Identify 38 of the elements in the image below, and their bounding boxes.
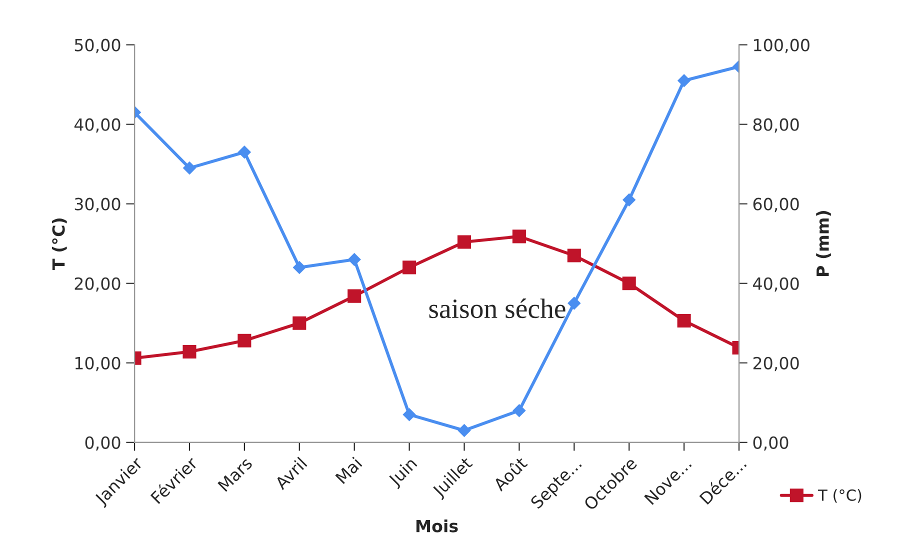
point <box>292 316 306 330</box>
point <box>402 408 416 421</box>
legend-label: T (°C) <box>818 489 862 503</box>
point <box>512 230 526 244</box>
y2-axis-title: P (mm) <box>816 211 831 276</box>
point <box>567 248 581 262</box>
y2-tick-label: 60,00 <box>753 198 799 212</box>
y2-tick-label: 20,00 <box>753 356 799 372</box>
y-tick-label: 30,00 <box>74 198 120 212</box>
point <box>458 424 471 437</box>
y-tick-label: 20,00 <box>74 277 120 292</box>
point <box>292 261 306 274</box>
point <box>677 314 691 328</box>
y2-tick-label: 0,00 <box>753 436 788 451</box>
point <box>238 146 251 159</box>
point <box>678 74 690 87</box>
point <box>348 253 361 266</box>
y2-tick-label: 40,00 <box>753 277 799 292</box>
point <box>568 296 581 310</box>
point <box>238 334 252 348</box>
point <box>622 276 636 290</box>
point <box>402 260 416 274</box>
x-tick-label: Mai <box>334 456 362 484</box>
point <box>183 162 196 174</box>
y-tick-label: 0,00 <box>85 436 120 451</box>
point <box>457 235 472 249</box>
point <box>348 289 362 303</box>
y-axis-title: T (°C) <box>52 218 67 270</box>
point <box>182 344 196 359</box>
y-tick-label: 50,00 <box>74 38 120 54</box>
y2-tick-label: 80,00 <box>753 118 799 133</box>
y-tick-label: 40,00 <box>74 118 120 133</box>
y2-tick-label: 100,00 <box>754 38 810 54</box>
point <box>512 404 526 418</box>
x-axis-title: Mois <box>416 519 458 532</box>
y-tick-label: 10,00 <box>75 356 120 372</box>
annotation: saison séche <box>429 298 566 318</box>
point <box>622 193 636 206</box>
